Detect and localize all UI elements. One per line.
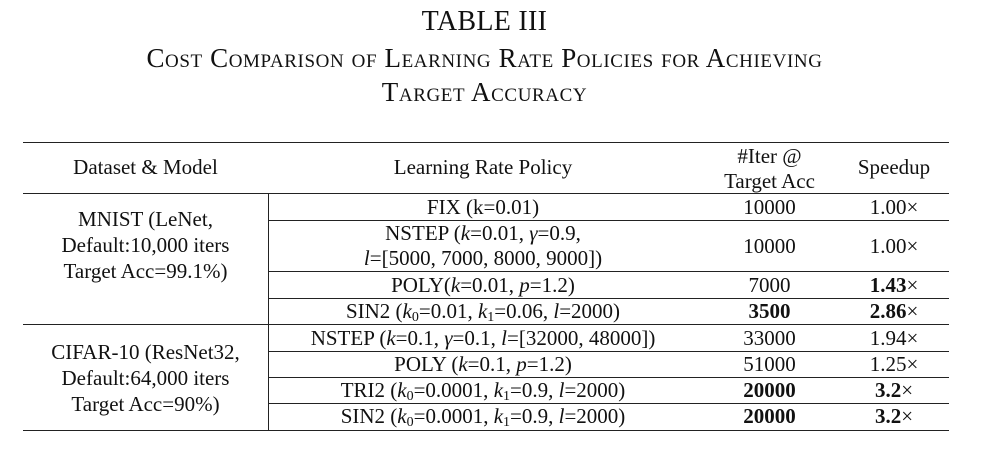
table-caption-line-1: Cost Comparison of Learning Rate Policie… xyxy=(146,43,823,73)
iters-cell: 7000 xyxy=(748,273,791,297)
speedup-cell: 1.00× xyxy=(869,195,919,219)
row-rule xyxy=(268,298,949,299)
table-top-rule xyxy=(23,142,949,143)
policy-cell: POLY (k=0.1, p=1.2) xyxy=(394,352,572,376)
row-rule xyxy=(268,351,949,352)
header-iter-line-2: Target Acc xyxy=(724,169,815,193)
policy-cell: FIX (k=0.01) xyxy=(426,195,540,219)
dataset-mnist-line-1: MNIST (LeNet, xyxy=(78,207,213,231)
table-bottom-rule xyxy=(23,430,949,431)
policy-cell: NSTEP (k=0.01, γ=0.9, xyxy=(385,221,581,245)
header-speedup: Speedup xyxy=(857,155,931,179)
speedup-cell: 1.94× xyxy=(869,326,919,350)
speedup-cell: 1.43× xyxy=(869,273,919,297)
iters-cell: 3500 xyxy=(748,299,791,323)
iters-cell: 10000 xyxy=(743,195,796,219)
iters-cell: 51000 xyxy=(743,352,796,376)
policy-cell: NSTEP (k=0.1, γ=0.1, l=[32000, 48000]) xyxy=(310,326,656,350)
iters-cell: 10000 xyxy=(743,234,796,258)
dataset-column-rule xyxy=(268,193,269,430)
dataset-cifar10-line-3: Target Acc=90%) xyxy=(71,392,220,416)
policy-cell: SIN2 (k0=0.0001, k1=0.9, l=2000) xyxy=(340,404,626,430)
policy-cell-continued: l=[5000, 7000, 8000, 9000]) xyxy=(363,246,603,270)
row-rule xyxy=(268,377,949,378)
row-rule xyxy=(268,271,949,272)
header-rule xyxy=(23,193,949,194)
header-learning-rate-policy: Learning Rate Policy xyxy=(393,155,573,179)
iters-cell: 20000 xyxy=(743,404,796,428)
speedup-cell: 1.00× xyxy=(869,234,919,258)
dataset-cifar10-line-2: Default:64,000 iters xyxy=(61,366,230,390)
speedup-cell: 2.86× xyxy=(869,299,919,323)
dataset-mnist-line-3: Target Acc=99.1%) xyxy=(63,259,228,283)
row-rule xyxy=(268,403,949,404)
header-dataset-model: Dataset & Model xyxy=(73,155,218,179)
table-caption-line-2: Target Accuracy xyxy=(381,77,588,107)
speedup-cell: 3.2× xyxy=(874,378,914,402)
policy-cell: SIN2 (k0=0.01, k1=0.06, l=2000) xyxy=(345,299,621,325)
dataset-mnist-line-2: Default:10,000 iters xyxy=(61,233,230,257)
group-divider-rule xyxy=(23,324,949,325)
iters-cell: 33000 xyxy=(743,326,796,350)
policy-cell: TRI2 (k0=0.0001, k1=0.9, l=2000) xyxy=(340,378,626,404)
header-iter-line-1: #Iter @ xyxy=(737,144,802,168)
iters-cell: 20000 xyxy=(743,378,796,402)
speedup-cell: 3.2× xyxy=(874,404,914,428)
dataset-cifar10-line-1: CIFAR-10 (ResNet32, xyxy=(51,340,240,364)
speedup-cell: 1.25× xyxy=(869,352,919,376)
row-rule xyxy=(268,220,949,221)
policy-cell: POLY(k=0.01, p=1.2) xyxy=(391,273,575,297)
table-number: TABLE III xyxy=(421,6,548,37)
